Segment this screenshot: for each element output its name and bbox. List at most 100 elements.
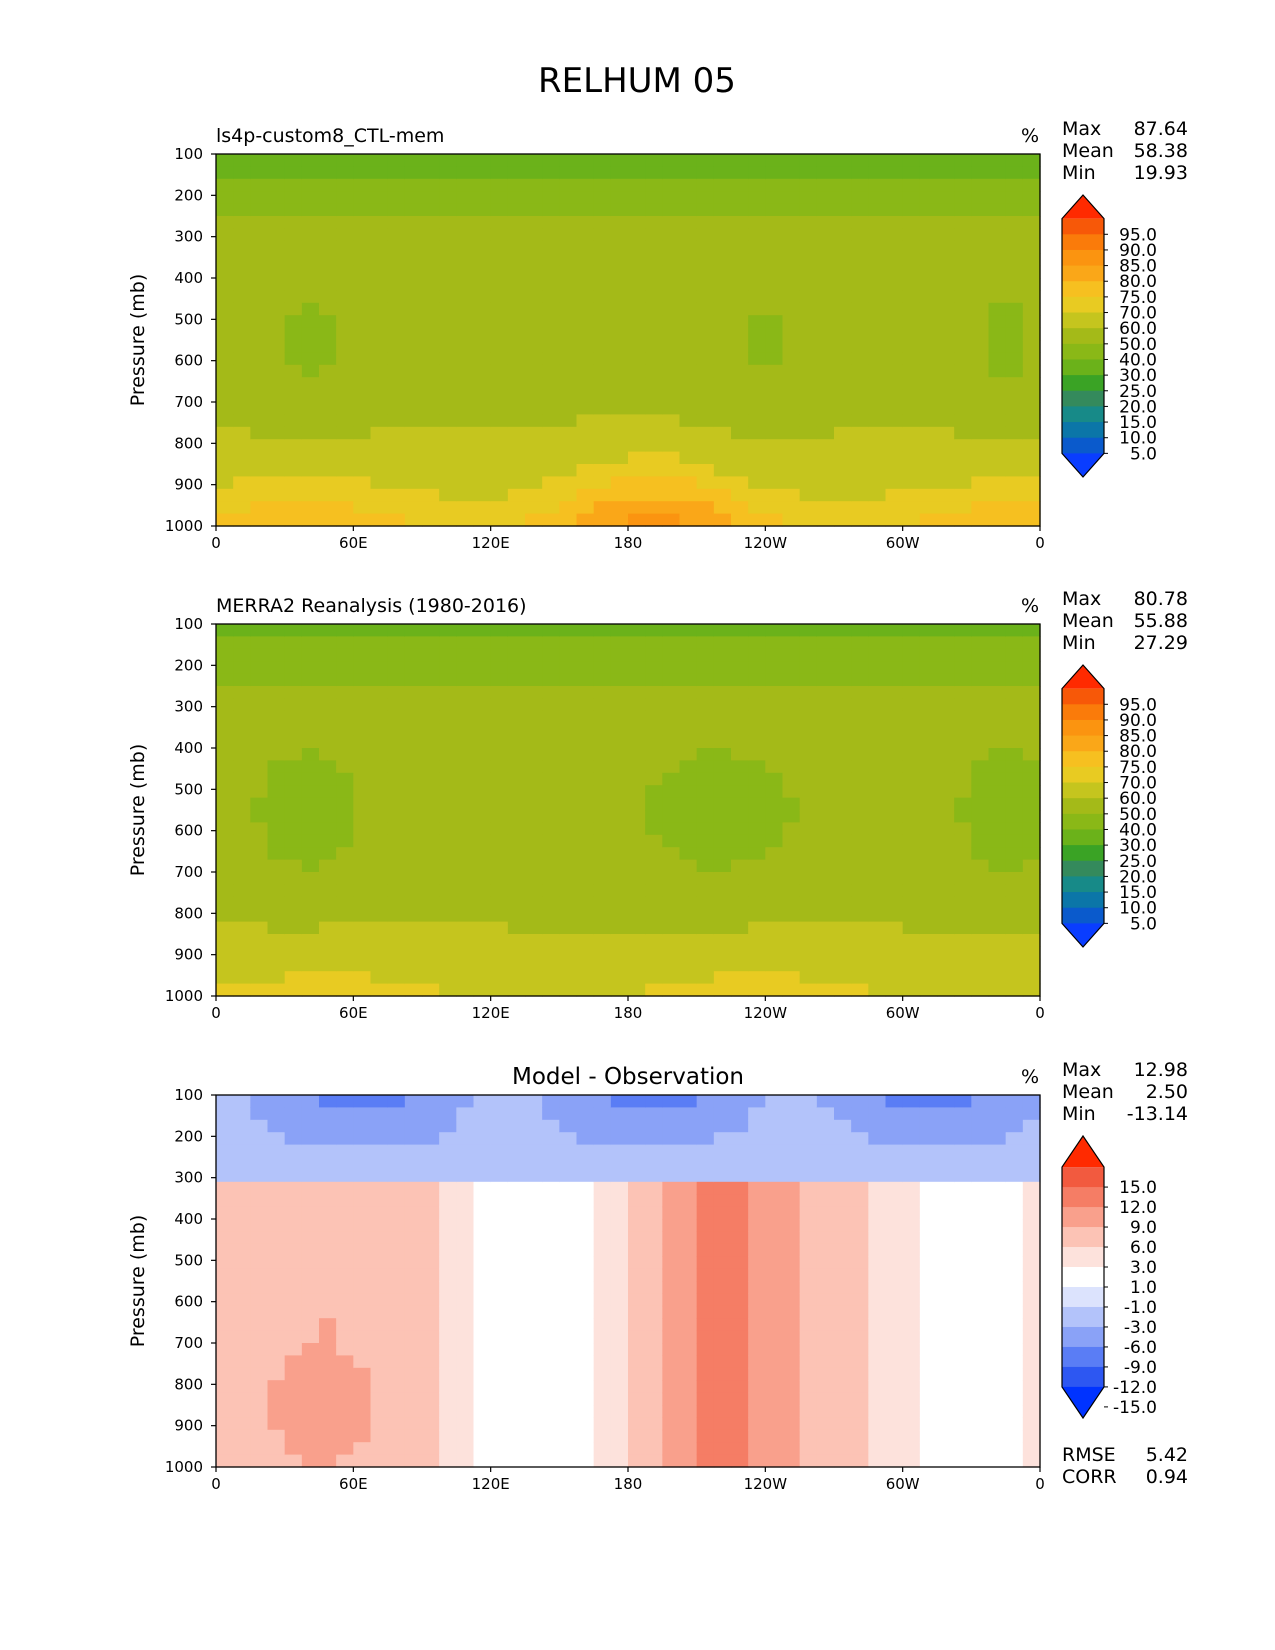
- heatmap-cell: [490, 686, 509, 699]
- heatmap-cell: [937, 661, 955, 675]
- heatmap-cell: [542, 253, 560, 267]
- heatmap-cell: [610, 426, 629, 440]
- heatmap-cell: [713, 1206, 732, 1220]
- heatmap-cell: [216, 810, 234, 823]
- heatmap-cell: [250, 315, 269, 329]
- heatmap-cell: [267, 414, 286, 428]
- heatmap-cell: [988, 884, 1007, 898]
- heatmap-cell: [628, 1132, 646, 1146]
- heatmap-cell: [919, 971, 938, 985]
- heatmap-cell: [542, 1157, 560, 1170]
- heatmap-cell: [593, 364, 612, 378]
- heatmap-cell: [387, 1293, 406, 1307]
- heatmap-cell: [816, 464, 835, 477]
- heatmap-cell: [301, 501, 320, 515]
- heatmap-cell: [301, 352, 320, 366]
- heatmap-cell: [336, 191, 354, 205]
- heatmap-cell: [679, 872, 698, 885]
- heatmap-cell: [250, 1157, 269, 1170]
- heatmap-cell: [387, 377, 406, 391]
- stat-label-mean: Mean: [1062, 1081, 1114, 1103]
- heatmap-cell: [748, 302, 766, 316]
- heatmap-cell: [971, 1268, 990, 1282]
- heatmap-cell: [799, 834, 818, 848]
- heatmap-cell: [336, 216, 354, 229]
- heatmap-cell: [731, 735, 749, 749]
- heatmap-cell: [782, 686, 801, 699]
- heatmap-cell: [525, 315, 543, 329]
- heatmap-cell: [765, 847, 784, 861]
- heatmap-cell: [370, 1194, 389, 1208]
- heatmap-cell: [439, 166, 457, 180]
- heatmap-cell: [559, 1169, 578, 1183]
- heatmap-cell: [284, 327, 303, 341]
- heatmap-cell: [525, 859, 543, 873]
- heatmap-cell: [988, 1256, 1007, 1270]
- heatmap-cell: [267, 1095, 286, 1108]
- heatmap-cell: [679, 1119, 698, 1133]
- heatmap-cell: [1005, 1355, 1024, 1369]
- heatmap-cell: [473, 785, 492, 799]
- heatmap-cell: [473, 1330, 492, 1344]
- colorbar-segment: [1062, 422, 1104, 439]
- heatmap-cell: [885, 822, 904, 836]
- heatmap-cell: [490, 1095, 509, 1108]
- heatmap-cell: [748, 1119, 766, 1133]
- heatmap-cell: [816, 1343, 835, 1356]
- heatmap-cell: [885, 1392, 904, 1406]
- heatmap-cell: [267, 946, 286, 960]
- heatmap-cell: [782, 1243, 801, 1257]
- heatmap-cell: [610, 451, 629, 465]
- heatmap-cell: [731, 1243, 749, 1257]
- heatmap-cell: [490, 661, 509, 675]
- heatmap-cell: [301, 1417, 320, 1431]
- heatmap-cell: [525, 1219, 543, 1232]
- colorbar-segment: [1062, 1366, 1104, 1388]
- heatmap-cell: [954, 203, 972, 217]
- heatmap-cell: [439, 501, 457, 515]
- heatmap-cell: [696, 1169, 715, 1183]
- heatmap-cell: [799, 1231, 818, 1245]
- heatmap-cell: [919, 710, 938, 724]
- heatmap-cell: [216, 648, 234, 662]
- heatmap-cell: [353, 1367, 372, 1381]
- heatmap-cell: [404, 1367, 423, 1381]
- heatmap-cell: [851, 785, 869, 799]
- heatmap-cell: [1005, 909, 1024, 923]
- heatmap-cell: [319, 1243, 337, 1257]
- heatmap-cell: [576, 426, 595, 440]
- heatmap-cell: [473, 1194, 492, 1208]
- heatmap-cell: [336, 278, 354, 291]
- heatmap-cell: [336, 847, 354, 861]
- heatmap-cell: [542, 1219, 560, 1232]
- heatmap-cell: [1005, 983, 1024, 997]
- heatmap-cell: [868, 1107, 887, 1121]
- heatmap-cell: [731, 1405, 749, 1418]
- heatmap-cell: [645, 191, 663, 205]
- heatmap-cell: [748, 958, 766, 972]
- heatmap-cell: [439, 327, 457, 341]
- heatmap-cell: [319, 464, 337, 477]
- colorbar-tick-label: 5.0: [1130, 444, 1157, 464]
- heatmap-cell: [525, 265, 543, 279]
- heatmap-cell: [851, 1318, 869, 1332]
- heatmap-cell: [919, 439, 938, 453]
- heatmap-cell: [267, 1293, 286, 1307]
- heatmap-cell: [284, 896, 303, 910]
- heatmap-cell: [490, 1132, 509, 1146]
- heatmap-cell: [370, 352, 389, 366]
- heatmap-cell: [679, 1219, 698, 1232]
- colorbar-tick-label: 70.0: [1119, 774, 1157, 794]
- heatmap-cell: [662, 673, 681, 687]
- heatmap-cell: [559, 451, 578, 465]
- heatmap-cell: [439, 426, 457, 440]
- heatmap-cell: [490, 710, 509, 724]
- heatmap-cell: [662, 1194, 681, 1208]
- heatmap-cell: [542, 1169, 560, 1183]
- heatmap-cell: [1022, 1330, 1041, 1344]
- heatmap-cell: [696, 426, 715, 440]
- heatmap-cell: [902, 278, 921, 291]
- heatmap-cell: [628, 315, 646, 329]
- heatmap-cell: [301, 1243, 320, 1257]
- heatmap-cell: [645, 810, 663, 823]
